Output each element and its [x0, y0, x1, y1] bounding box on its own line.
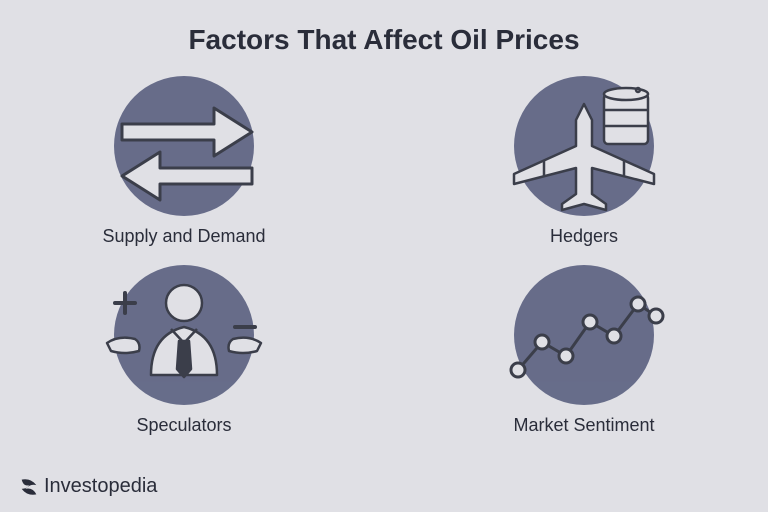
- circle-bg: [114, 265, 254, 405]
- circle-bg: [514, 265, 654, 405]
- factor-label: Speculators: [136, 415, 231, 436]
- factor-label: Market Sentiment: [513, 415, 654, 436]
- factor-label: Supply and Demand: [102, 226, 265, 247]
- logo-text: Investopedia: [44, 475, 157, 498]
- factor-item-market-sentiment: Market Sentiment: [464, 265, 704, 436]
- factors-grid: Supply and Demand: [64, 76, 704, 436]
- page-title: Factors That Affect Oil Prices: [188, 24, 579, 56]
- logo-icon: [18, 476, 40, 498]
- trader-icon: [99, 265, 269, 405]
- circle-bg: [114, 76, 254, 216]
- airplane-barrel-icon: [504, 76, 664, 216]
- factor-item-speculators: Speculators: [64, 265, 304, 436]
- line-chart-icon: [504, 270, 664, 400]
- arrows-icon: [104, 86, 264, 206]
- investopedia-logo: Investopedia: [18, 475, 157, 498]
- factor-label: Hedgers: [550, 226, 618, 247]
- circle-bg: [514, 76, 654, 216]
- infographic-container: Factors That Affect Oil Prices Supply an…: [0, 0, 768, 512]
- factor-item-hedgers: Hedgers: [464, 76, 704, 247]
- factor-item-supply-demand: Supply and Demand: [64, 76, 304, 247]
